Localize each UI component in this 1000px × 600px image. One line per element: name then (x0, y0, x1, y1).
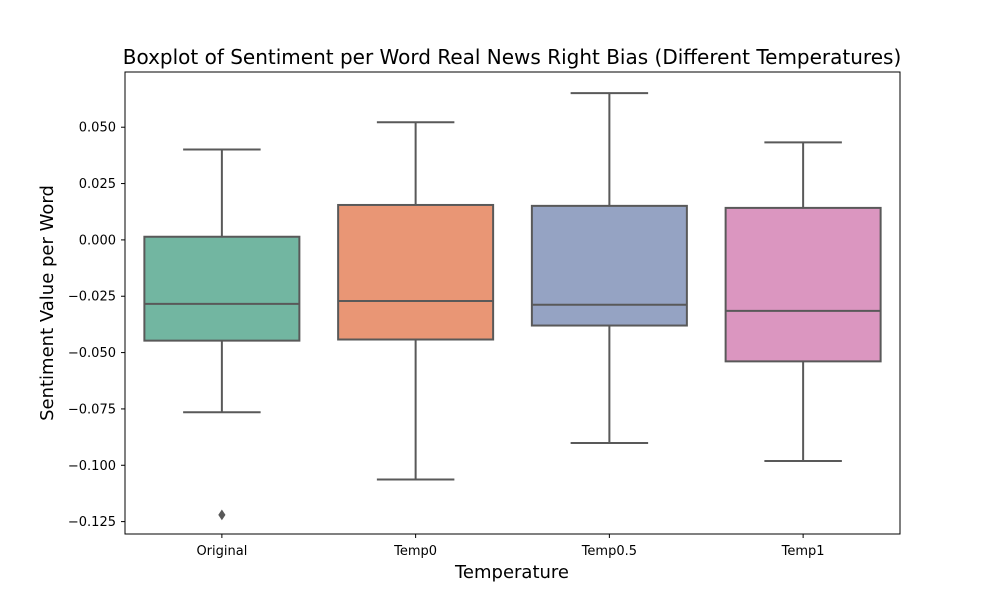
x-tick-label: Original (196, 544, 247, 559)
y-tick-label: −0.075 (68, 402, 116, 417)
outlier-point (218, 509, 226, 521)
box-group-temp0 (337, 121, 495, 481)
y-axis: −0.125 −0.100 −0.075 −0.050 −0.025 0.000 0.025… (68, 121, 125, 530)
y-tick-label: 0.000 (79, 233, 116, 248)
iqr-box (143, 235, 301, 342)
x-axis: Original Temp0 Temp0.5 Temp1 (196, 534, 825, 559)
x-tick-label: Temp1 (781, 544, 825, 559)
box-group-temp1 (724, 141, 882, 462)
plot-area (143, 92, 882, 521)
y-tick-label: 0.050 (79, 121, 116, 136)
y-axis-label: Sentiment Value per Word (37, 185, 58, 421)
x-axis-label: Temperature (454, 562, 569, 583)
iqr-box (530, 204, 688, 327)
x-tick-label: Temp0.5 (581, 544, 637, 559)
y-tick-label: −0.025 (68, 290, 116, 305)
x-tick-label: Temp0 (393, 544, 437, 559)
chart-title: Boxplot of Sentiment per Word Real News … (123, 45, 902, 69)
y-tick-label: −0.050 (68, 346, 116, 361)
box-group-original (143, 148, 301, 521)
y-tick-label: −0.125 (68, 515, 116, 530)
iqr-box (724, 206, 882, 363)
plot-frame (124, 71, 901, 535)
y-tick-label: 0.025 (79, 177, 116, 192)
y-tick-label: −0.100 (68, 459, 116, 474)
iqr-box (337, 203, 495, 341)
box-group-temp0-5 (530, 92, 688, 444)
